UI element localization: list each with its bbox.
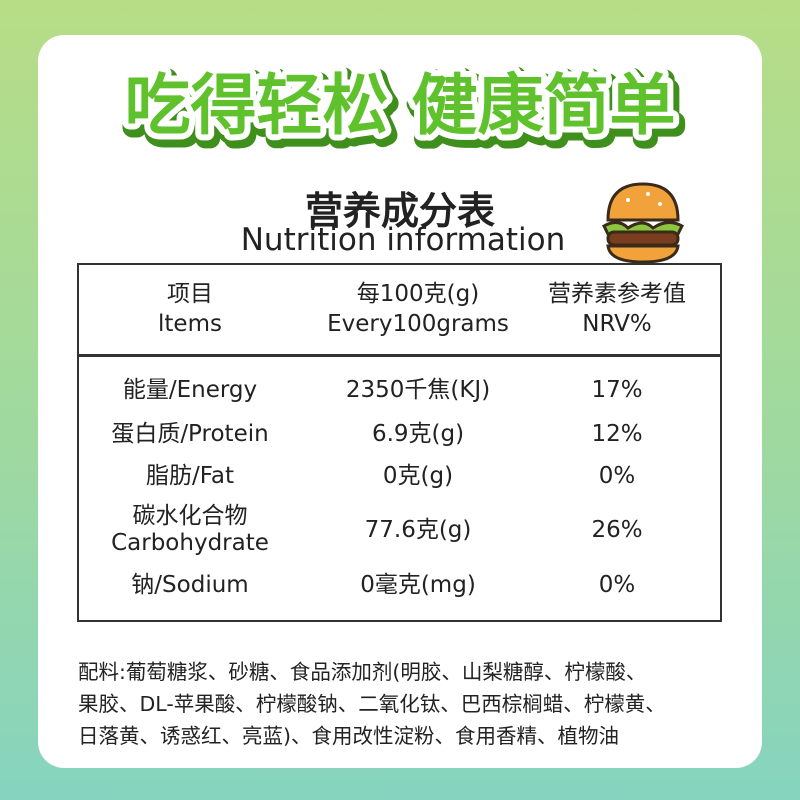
text-line: 12% — [591, 421, 643, 447]
text-line: 碳水化合物 — [132, 503, 248, 529]
subtitle-en: Nutrition information — [240, 222, 566, 258]
subtitle-cn: 营养成分表 — [304, 189, 495, 233]
ingredients-line: 果胶、DL-苹果酸、柠檬酸钠、二氧化钛、巴西棕榈蜡、柠檬黄、 — [78, 692, 666, 716]
ingredients-line: 配料:葡萄糖浆、砂糖、食品添加剂(明胶、山梨糖醇、柠檬酸、 — [78, 660, 647, 684]
header-divider — [77, 354, 722, 357]
cell-value: 0克(g) — [383, 461, 453, 491]
column-header: 项目 ltems — [158, 279, 222, 339]
text-line: Every100grams — [327, 311, 509, 337]
text-line: 0毫克(mg) — [360, 572, 476, 598]
row-label: 脂肪/Fat — [146, 461, 234, 491]
text-line: 能量/Energy — [122, 377, 258, 403]
cell-value: 17% — [591, 375, 642, 405]
title-shadow: 吃得轻松 健康简单 — [128, 72, 679, 149]
text-line: 0克(g) — [382, 463, 454, 489]
text-line: 营养素参考值 — [548, 281, 686, 307]
title: 吃得轻松 健康简单 — [125, 67, 676, 144]
row-label: 能量/Energy — [123, 375, 257, 405]
text-line: 17% — [591, 377, 643, 403]
text-line: 6.9克(g) — [371, 421, 465, 447]
text-line: 26% — [591, 517, 643, 543]
cell-value: 2350千焦(KJ) — [346, 375, 490, 405]
cell-value: 0% — [599, 461, 636, 491]
text-line: 0% — [598, 572, 636, 598]
burger-icon — [602, 182, 684, 264]
column-header: 营养素参考值 NRV% — [548, 279, 686, 339]
table-border — [77, 263, 722, 622]
cell-value: 0毫克(mg) — [360, 570, 476, 600]
text-line: 每100克(g) — [356, 281, 480, 307]
cell-value: 12% — [591, 419, 642, 449]
text-line: 0% — [598, 463, 636, 489]
row-label: 蛋白质/Protein — [111, 419, 268, 449]
text-line: 77.6克(g) — [364, 517, 472, 543]
cell-value: 77.6克(g) — [365, 515, 472, 545]
text-line: Carbohydrate — [111, 530, 269, 556]
text-line: 蛋白质/Protein — [111, 421, 269, 447]
ingredients-line: 日落黄、诱惑红、亮蓝)、食用改性淀粉、食用香精、植物油 — [78, 724, 619, 748]
row-label: 碳水化合物 Carbohydrate — [111, 503, 269, 557]
text-line: NRV% — [582, 311, 652, 337]
column-header: 每100克(g) Every100grams — [327, 279, 509, 339]
cell-value: 6.9克(g) — [372, 419, 464, 449]
text-line: ltems — [158, 311, 222, 337]
text-line: 脂肪/Fat — [146, 463, 234, 489]
text-line: 项目 — [166, 281, 213, 307]
text-line: 2350千焦(KJ) — [345, 377, 491, 403]
cell-value: 0% — [599, 570, 636, 600]
row-label: 钠/Sodium — [131, 570, 248, 600]
title-art: 吃得轻松 健康简单 吃得轻松 健康简单 — [119, 61, 688, 158]
card — [38, 35, 762, 768]
cell-value: 26% — [591, 515, 642, 545]
text-line: 钠/Sodium — [131, 572, 249, 598]
